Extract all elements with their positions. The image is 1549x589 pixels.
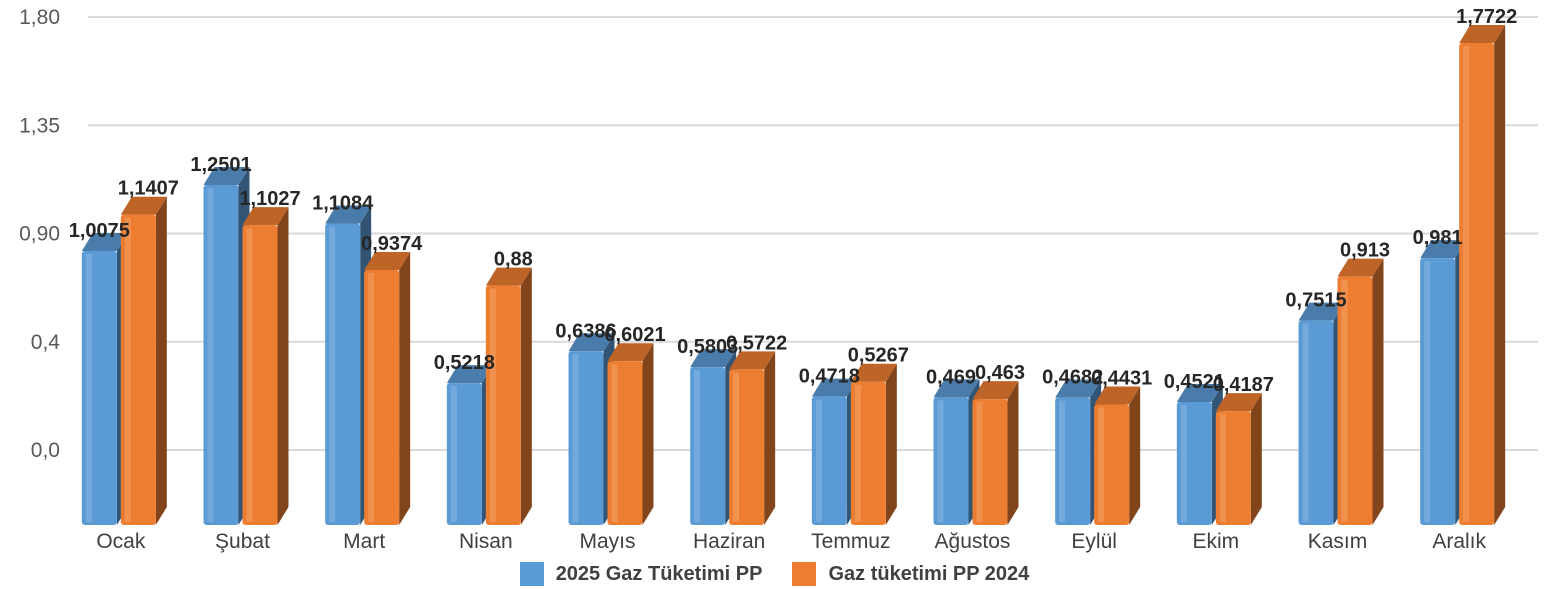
legend-label-2024: Gaz tüketimi PP 2024: [828, 562, 1030, 585]
data-label-2024: 0,5267: [848, 345, 909, 367]
y-axis: 0,0 0,4 0,90 1,35 1,80: [19, 6, 60, 462]
data-label-2024: 0,4187: [1213, 374, 1274, 396]
x-tick-label: Aralık: [1432, 530, 1486, 553]
x-tick-label: Haziran: [693, 530, 765, 553]
data-label-2025: 1,1084: [312, 193, 374, 215]
y-tick-label: 0,4: [31, 331, 61, 354]
data-label-2025: 0,6386: [555, 320, 616, 342]
data-label-2024: 0,4431: [1091, 367, 1152, 389]
data-label-2024: 1,1027: [239, 188, 300, 210]
data-label-2025: 0,4521: [1164, 371, 1225, 393]
x-tick-label: Nisan: [459, 530, 513, 553]
x-tick-label: Şubat: [215, 530, 270, 553]
data-labels: 1,0075 1,1407 1,2501 1,1027 1,1084 0,9374 0,52…: [69, 6, 1518, 396]
y-tick-label: 1,80: [19, 6, 60, 29]
legend-label-2025: 2025 Gaz Tüketimi PP: [555, 562, 763, 585]
data-label-2024: 0,913: [1340, 240, 1390, 262]
x-tick-label: Temmuz: [811, 530, 890, 553]
data-label-2024: 0,9374: [361, 233, 423, 255]
bar-2024-10[interactable]: [1215, 393, 1262, 525]
bar-2024-9[interactable]: [1094, 386, 1141, 525]
bar-2025-10[interactable]: [1176, 384, 1223, 525]
data-label-2025: 0,469: [926, 366, 976, 388]
bar-2024-8[interactable]: [972, 381, 1019, 525]
data-label-2024: 0,88: [494, 249, 533, 271]
bar-2024-2[interactable]: [242, 207, 289, 525]
legend: 2025 Gaz Tüketimi PP Gaz tüketimi PP 202…: [0, 562, 1549, 586]
data-label-2025: 1,0075: [69, 220, 130, 242]
data-label-2025: 0,5803: [677, 336, 738, 358]
legend-swatch-2025: [519, 562, 544, 586]
y-tick-label: 0,90: [19, 223, 60, 246]
x-tick-label: Ocak: [96, 530, 146, 553]
x-axis: Ocak Şubat Mart Nisan Mayıs Haziran Temmuz Ağus…: [96, 530, 1486, 553]
data-label-2025: 0,981: [1413, 227, 1463, 249]
bars: [81, 24, 1506, 526]
legend-swatch-2024: [792, 562, 817, 586]
bar-2024-11[interactable]: [1337, 258, 1384, 525]
data-label-2025: 0,7515: [1285, 290, 1346, 312]
data-label-2025: 1,2501: [190, 154, 251, 176]
y-tick-label: 1,35: [19, 114, 60, 137]
data-label-2024: 0,5722: [726, 332, 787, 354]
bar-2024-5[interactable]: [607, 343, 654, 525]
legend-item-2025[interactable]: 2025 Gaz Tüketimi PP: [519, 562, 763, 586]
bar-chart: 0,0 0,4 0,90 1,35 1,80 1,0075 1,1407 1,2501 1,1…: [19, 6, 1538, 553]
x-tick-label: Eylül: [1071, 530, 1117, 553]
legend-item-2024[interactable]: Gaz tüketimi PP 2024: [792, 562, 1029, 586]
x-tick-label: Mart: [343, 530, 385, 553]
data-label-2024: 0,6021: [604, 324, 665, 346]
data-label-2024: 0,463: [975, 362, 1025, 384]
bar-2024-3[interactable]: [364, 252, 411, 525]
x-tick-label: Mayıs: [579, 530, 635, 553]
x-tick-label: Ekim: [1192, 530, 1239, 553]
data-label-2024: 1,1407: [118, 178, 179, 200]
data-label-2025: 0,4718: [799, 366, 860, 388]
x-tick-label: Ağustos: [935, 530, 1011, 553]
bar-2024-12[interactable]: [1459, 24, 1506, 525]
data-label-2024: 1,7722: [1456, 6, 1517, 28]
data-label-2025: 0,5218: [434, 352, 495, 374]
y-tick-label: 0,0: [31, 439, 60, 462]
bar-2024-4[interactable]: [485, 267, 532, 525]
data-label-2025: 0,4682: [1042, 367, 1103, 389]
bar-2024-1[interactable]: [120, 196, 167, 525]
bar-2024-6[interactable]: [729, 351, 776, 525]
bar-2024-7[interactable]: [850, 363, 897, 525]
x-tick-label: Kasım: [1308, 530, 1368, 553]
